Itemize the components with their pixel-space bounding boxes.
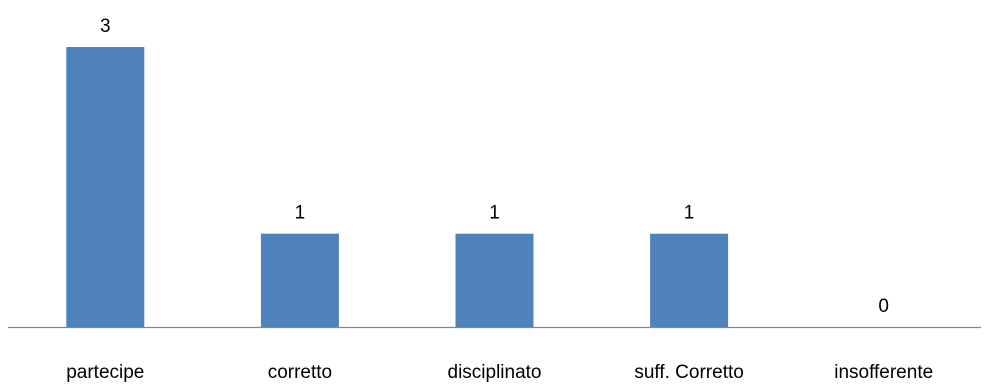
data-label-0: 3 (100, 16, 111, 37)
bar-3 (650, 233, 729, 327)
data-label-1: 1 (295, 203, 306, 224)
x-tick-label-3: suff. Corretto (634, 362, 743, 383)
x-tick-label-1: corretto (268, 362, 332, 383)
value-labels-group: 3 1 1 1 0 (100, 16, 889, 317)
bar-2 (455, 233, 534, 327)
data-label-3: 1 (684, 203, 695, 224)
data-label-4: 0 (878, 296, 889, 317)
x-tick-label-0: partecipe (66, 362, 144, 383)
x-tick-label-4: insofferente (834, 362, 933, 383)
x-tick-label-2: disciplinato (448, 362, 542, 383)
bars-group (66, 47, 729, 327)
data-label-2: 1 (489, 203, 500, 224)
bar-0 (66, 47, 145, 327)
x-tick-labels-group: partecipe corretto disciplinato suff. Corre… (66, 362, 933, 383)
bar-1 (260, 233, 339, 327)
